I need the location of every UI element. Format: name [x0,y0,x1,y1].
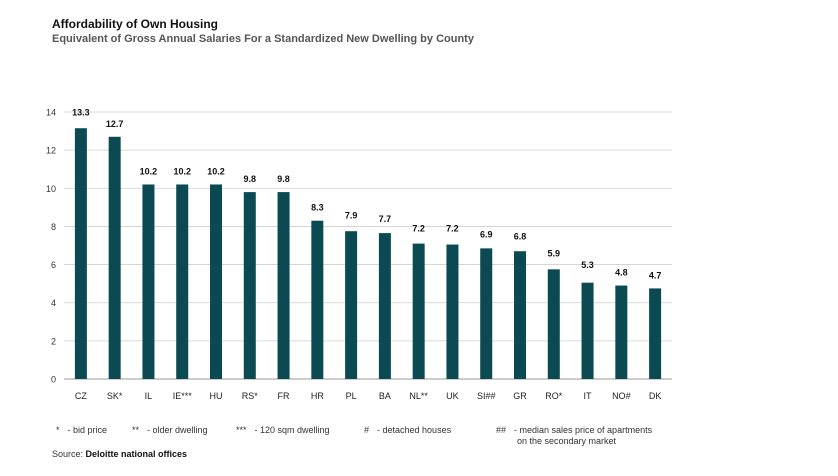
legend-symbol: # [364,425,370,435]
data-label: 10.2 [140,166,158,176]
x-tick-label: HU [210,391,223,401]
data-label: 6.8 [514,231,527,241]
x-tick-label: NL** [409,391,428,401]
chart-title: Affordability of Own Housing [52,17,218,31]
legend-item-120-sqm: *** - 120 sqm dwelling [236,425,330,435]
x-tick-label: BA [379,391,391,401]
data-label: 5.9 [548,248,561,258]
x-tick-label: GR [513,391,527,401]
data-label: 4.8 [615,268,628,278]
data-label: 13.3 [72,107,90,117]
data-label: 10.2 [207,166,225,176]
data-label: 7.2 [412,224,425,234]
x-tick-label: RO* [545,391,563,401]
x-tick-label: IE*** [173,391,193,401]
y-tick-label: 6 [51,260,56,270]
x-tick-label: IL [145,391,153,401]
legend-symbol: * [56,425,60,435]
y-tick-label: 14 [46,108,56,118]
legend-symbol: ** [132,425,140,435]
y-tick-label: 0 [51,375,56,385]
legend-symbol: *** [236,425,247,435]
legend-text: - 120 sqm dwelling [254,425,330,435]
x-tick-label: UK [446,391,459,401]
bar [480,248,493,379]
bar [615,285,628,379]
x-tick-label: PL [346,391,357,401]
x-tick-label: FR [278,391,290,401]
legend-text: - bid price [67,425,108,435]
legend-text-line2: on the secondary market [517,436,617,446]
data-label: 5.3 [581,260,594,270]
bar [345,231,358,379]
data-label: 9.8 [277,174,290,184]
x-tick-label: DK [649,391,662,401]
y-tick-label: 2 [51,336,56,346]
legend-item-median-sales: ## - median sales price of apartments on … [496,425,652,446]
x-tick-label: NO# [612,391,631,401]
y-tick-label: 4 [51,298,56,308]
legend-text: - older dwelling [147,425,208,435]
data-label: 10.2 [173,166,191,176]
legend-symbol: ## [496,425,507,435]
data-label: 6.9 [480,229,493,239]
bar-chart: 0 2 4 6 8 10 12 14 13.3 CZ 12.7 SK* 10.2 IL 10.2 IE*** 1… [46,107,672,401]
bar [176,184,189,379]
x-tick-label: RS* [242,391,259,401]
x-tick-label: SK* [107,391,123,401]
bar [378,233,391,379]
y-tick-label: 12 [46,146,56,156]
x-tick-label: SI## [477,391,496,401]
chart-subtitle: Equivalent of Gross Annual Salaries For … [52,33,474,45]
bar [446,244,459,379]
bar [74,128,87,379]
y-tick-label: 8 [51,222,56,232]
bar [649,288,662,379]
source-name: Deloitte national offices [85,449,188,459]
data-label: 8.3 [311,203,324,213]
bar [547,269,560,379]
legend-item-older-dwelling: ** - older dwelling [132,425,208,435]
bar [412,243,425,379]
legend-text: - detached houses [377,425,452,435]
bar [277,192,290,379]
bar [581,282,594,379]
x-tick-label: CZ [75,391,87,401]
x-tick-label: HR [311,391,324,401]
bar [514,251,526,379]
data-label: 9.8 [244,174,257,184]
y-tick-label: 10 [46,184,56,194]
legend-text: - median sales price of apartments [514,425,653,435]
bar [210,184,222,379]
legend-item-bid-price: * - bid price [56,425,107,435]
data-label: 7.7 [379,214,392,224]
bar [243,192,256,379]
source-note: Source: Deloitte national offices [52,449,187,459]
legend-item-detached-houses: # - detached houses [364,425,451,435]
data-label: 7.2 [446,224,459,234]
bar [311,220,324,379]
data-label: 4.7 [649,270,662,280]
source-prefix: Source: [52,449,84,459]
data-label: 7.9 [345,210,358,220]
data-label: 12.7 [106,119,124,129]
bar [142,184,155,379]
bar [108,136,121,379]
x-tick-label: IT [584,391,593,401]
